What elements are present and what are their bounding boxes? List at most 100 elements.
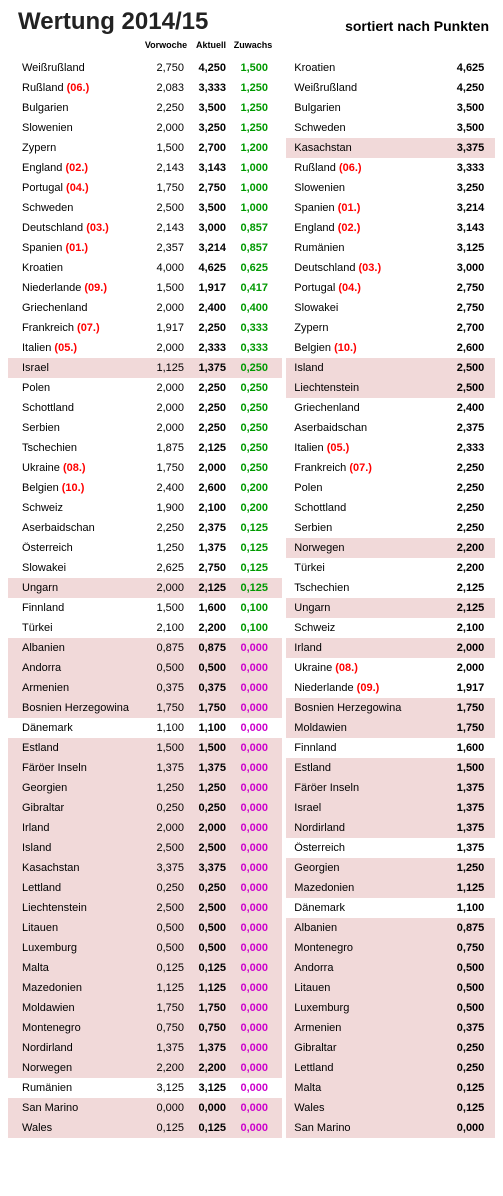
country-name: Liechtenstein: [22, 902, 142, 914]
country-name: Deutschland (03.): [294, 262, 442, 274]
country-name: England (02.): [294, 222, 442, 234]
table-row: Deutschland (03.)3,000: [286, 258, 495, 278]
value-zuwachs: 0,000: [232, 762, 274, 774]
value-zuwachs: 0,000: [232, 862, 274, 874]
table-row: Georgien1,2501,2500,000: [8, 778, 282, 798]
country-name: Bosnien Herzegowina: [294, 702, 442, 714]
country-name: Schweden: [294, 122, 442, 134]
value-zuwachs: 0,000: [232, 842, 274, 854]
value-aktuell: 0,500: [190, 942, 232, 954]
value-vorwoche: 2,750: [142, 62, 190, 74]
value-aktuell: 1,125: [442, 882, 490, 894]
value-aktuell: 0,500: [442, 962, 490, 974]
value-aktuell: 2,750: [442, 302, 490, 314]
value-vorwoche: 2,100: [142, 622, 190, 634]
value-aktuell: 0,000: [190, 1102, 232, 1114]
header-vorwoche: Vorwoche: [142, 40, 190, 50]
table-row: Bulgarien3,500: [286, 98, 495, 118]
country-name: Island: [294, 362, 442, 374]
country-name: Schweiz: [22, 502, 142, 514]
value-aktuell: 1,500: [190, 742, 232, 754]
table-row: Montenegro0,7500,7500,000: [8, 1018, 282, 1038]
country-name: Weißrußland: [294, 82, 442, 94]
country-name: Rußland (06.): [294, 162, 442, 174]
table-row: Zypern1,5002,7001,200: [8, 138, 282, 158]
value-aktuell: 2,250: [442, 462, 490, 474]
value-zuwachs: 0,000: [232, 1022, 274, 1034]
value-aktuell: 2,750: [190, 182, 232, 194]
table-row: Niederlande (09.)1,5001,9170,417: [8, 278, 282, 298]
value-aktuell: 2,100: [190, 502, 232, 514]
table-row: Türkei2,200: [286, 558, 495, 578]
country-name: Schottland: [22, 402, 142, 414]
value-aktuell: 3,500: [190, 102, 232, 114]
country-name: Türkei: [22, 622, 142, 634]
value-aktuell: 3,333: [190, 82, 232, 94]
value-vorwoche: 0,500: [142, 662, 190, 674]
country-name: Slowakei: [22, 562, 142, 574]
value-aktuell: 2,000: [442, 642, 490, 654]
country-name: Ungarn: [294, 602, 442, 614]
value-aktuell: 0,500: [442, 982, 490, 994]
table-row: Polen2,0002,2500,250: [8, 378, 282, 398]
value-aktuell: 0,375: [442, 1022, 490, 1034]
value-zuwachs: 0,125: [232, 582, 274, 594]
value-aktuell: 0,750: [190, 1022, 232, 1034]
country-name: Niederlande (09.): [22, 282, 142, 294]
value-zuwachs: 0,250: [232, 382, 274, 394]
value-aktuell: 3,375: [190, 862, 232, 874]
country-name: Griechenland: [294, 402, 442, 414]
country-name: Albanien: [294, 922, 442, 934]
value-zuwachs: 0,000: [232, 962, 274, 974]
table-row: Tschechien1,8752,1250,250: [8, 438, 282, 458]
country-name: Zypern: [294, 322, 442, 334]
country-name: Gibraltar: [294, 1042, 442, 1054]
country-name: Nordirland: [294, 822, 442, 834]
value-aktuell: 0,250: [190, 802, 232, 814]
country-name: Dänemark: [294, 902, 442, 914]
value-zuwachs: 0,000: [232, 682, 274, 694]
country-name: Ukraine (08.): [22, 462, 142, 474]
value-aktuell: 2,500: [190, 842, 232, 854]
table-row: Dänemark1,100: [286, 898, 495, 918]
table-row: Litauen0,5000,5000,000: [8, 918, 282, 938]
country-rank: (04.): [66, 182, 89, 194]
value-aktuell: 2,125: [190, 582, 232, 594]
table-row: Moldawien1,750: [286, 718, 495, 738]
value-vorwoche: 0,500: [142, 942, 190, 954]
page-subtitle: sortiert nach Punkten: [345, 18, 495, 36]
table-row: Wales0,125: [286, 1098, 495, 1118]
table-row: Norwegen2,2002,2000,000: [8, 1058, 282, 1078]
value-aktuell: 1,375: [190, 762, 232, 774]
value-aktuell: 2,750: [442, 282, 490, 294]
table-row: Rußland (06.)2,0833,3331,250: [8, 78, 282, 98]
value-zuwachs: 0,100: [232, 622, 274, 634]
table-row: Litauen0,500: [286, 978, 495, 998]
country-name: San Marino: [294, 1122, 442, 1134]
table-row: Niederlande (09.)1,917: [286, 678, 495, 698]
value-zuwachs: 1,000: [232, 182, 274, 194]
table-row: Polen2,250: [286, 478, 495, 498]
value-vorwoche: 2,250: [142, 102, 190, 114]
value-zuwachs: 0,000: [232, 1102, 274, 1114]
table-row: Kasachstan3,3753,3750,000: [8, 858, 282, 878]
value-aktuell: 3,143: [442, 222, 490, 234]
country-name: Bulgarien: [22, 102, 142, 114]
value-aktuell: 2,333: [190, 342, 232, 354]
header-zuwachs: Zuwachs: [232, 40, 274, 50]
country-name: Kasachstan: [22, 862, 142, 874]
table-row: Schweden2,5003,5001,000: [8, 198, 282, 218]
value-aktuell: 2,333: [442, 442, 490, 454]
value-zuwachs: 0,000: [232, 902, 274, 914]
value-aktuell: 2,250: [442, 522, 490, 534]
value-aktuell: 1,375: [442, 822, 490, 834]
value-aktuell: 0,250: [442, 1042, 490, 1054]
value-vorwoche: 0,500: [142, 922, 190, 934]
value-aktuell: 3,214: [442, 202, 490, 214]
value-aktuell: 1,250: [442, 862, 490, 874]
value-aktuell: 0,500: [190, 662, 232, 674]
value-aktuell: 1,917: [442, 682, 490, 694]
value-vorwoche: 1,375: [142, 1042, 190, 1054]
value-zuwachs: 0,125: [232, 542, 274, 554]
table-row: Israel1,1251,3750,250: [8, 358, 282, 378]
